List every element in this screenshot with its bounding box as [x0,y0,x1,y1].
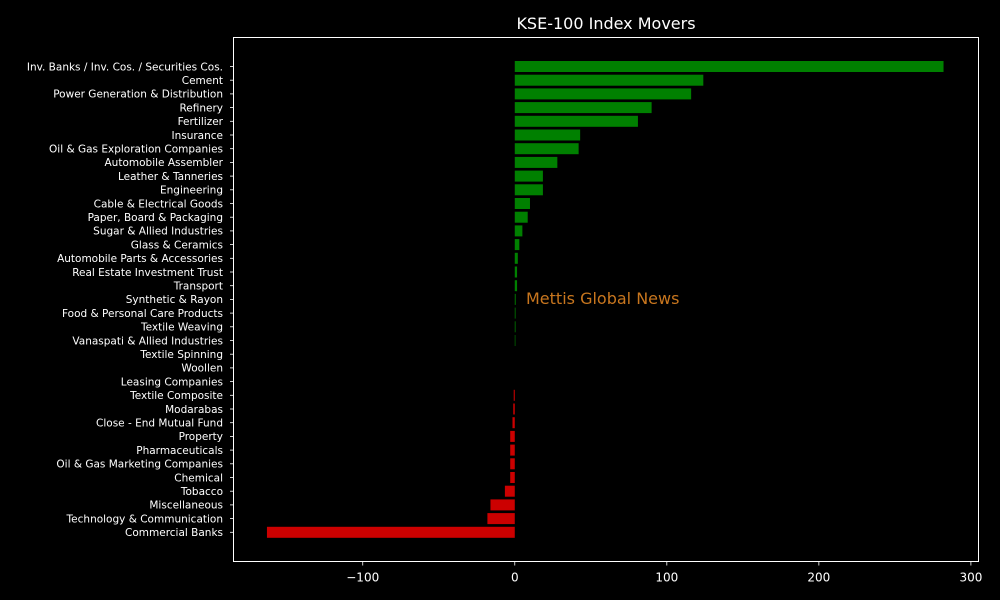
bar-inv-banks-inv-cos-securities-cos [514,61,944,72]
bar-technology-communication [487,513,515,525]
category-label: Cable & Electrical Goods [94,198,223,210]
category-label: Fertilizer [178,116,224,128]
bar-cement [514,74,704,86]
bar-textile-composite [513,389,515,401]
plot-frame [233,37,979,562]
bar-automobile-assembler [514,156,558,168]
category-label: Real Estate Investment Trust [72,267,223,279]
category-label: Power Generation & Distribution [53,89,223,101]
x-tick-label: 300 [959,571,982,585]
category-label: Pharmaceuticals [136,445,223,457]
bar-leather-tanneries [514,170,543,182]
bar-miscellaneous [490,499,515,511]
category-label: Property [179,431,223,443]
category-label: Glass & Ceramics [131,239,223,251]
bar-oil-gas-marketing-companies [510,458,515,470]
category-label: Engineering [160,185,223,197]
bar-transport [514,280,518,292]
bar-tobacco [504,485,515,497]
category-labels: Inv. Banks / Inv. Cos. / Securities Cos.… [27,61,234,539]
category-label: Modarabas [165,404,223,416]
bar-fertilizer [514,115,638,127]
category-label: Refinery [179,102,223,114]
category-label: Chemical [174,472,223,484]
watermark-text: Mettis Global News [526,289,679,308]
category-label: Commercial Banks [125,527,223,539]
category-label: Vanaspati & Allied Industries [72,335,223,347]
category-label: Insurance [171,130,223,142]
category-label: Automobile Parts & Accessories [57,253,223,265]
bar-engineering [514,184,543,196]
category-label: Woollen [181,363,223,375]
category-label: Paper, Board & Packaging [88,212,223,224]
x-axis-ticks: −100 0 100 200 300 [346,561,982,585]
bar-refinery [514,102,652,114]
chart-title: KSE-100 Index Movers [516,14,695,33]
category-label: Textile Weaving [140,322,223,334]
bar-textile-weaving [514,321,516,333]
category-label: Transport [173,281,223,293]
category-label: Close - End Mutual Fund [96,418,223,430]
category-label: Oil & Gas Exploration Companies [49,144,223,156]
bar-commercial-banks [266,526,515,538]
bar-power-generation-distribution [514,88,692,100]
bar-insurance [514,129,581,141]
bar-pharmaceuticals [510,444,515,456]
bars-group [266,61,944,538]
bar-vanaspati-allied-industries [514,335,516,346]
category-label: Leasing Companies [121,376,223,388]
bar-oil-gas-exploration-companies [514,143,579,155]
bar-synthetic-rayon [514,293,516,305]
bar-close-end-mutual-fund [512,417,515,429]
category-label: Sugar & Allied Industries [93,226,223,238]
category-label: Textile Spinning [139,349,223,361]
bar-automobile-parts-accessories [514,252,518,264]
x-tick-label: 100 [655,571,678,585]
category-label: Food & Personal Care Products [62,308,223,320]
category-label: Cement [182,75,223,87]
category-label: Textile Composite [129,390,223,402]
bar-real-estate-investment-trust [514,266,518,278]
bar-sugar-allied-industries [514,225,523,237]
bar-property [510,430,515,442]
category-label: Tobacco [180,486,223,498]
x-tick-label: 200 [807,571,830,585]
bar-glass-ceramics [514,239,520,251]
bar-food-personal-care-products [514,307,516,319]
category-label: Technology & Communication [66,513,223,525]
bar-paper-board-packaging [514,211,528,223]
bar-chemical [510,472,515,483]
category-label: Synthetic & Rayon [126,294,223,306]
x-tick-label: 0 [511,571,519,585]
category-label: Automobile Assembler [105,157,224,169]
category-label: Miscellaneous [149,500,223,512]
category-label: Oil & Gas Marketing Companies [56,459,223,471]
x-tick-label: −100 [346,571,379,585]
category-label: Inv. Banks / Inv. Cos. / Securities Cos. [27,61,223,73]
bar-cable-electrical-goods [514,198,530,209]
category-label: Leather & Tanneries [118,171,223,183]
bar-modarabas [513,403,515,415]
